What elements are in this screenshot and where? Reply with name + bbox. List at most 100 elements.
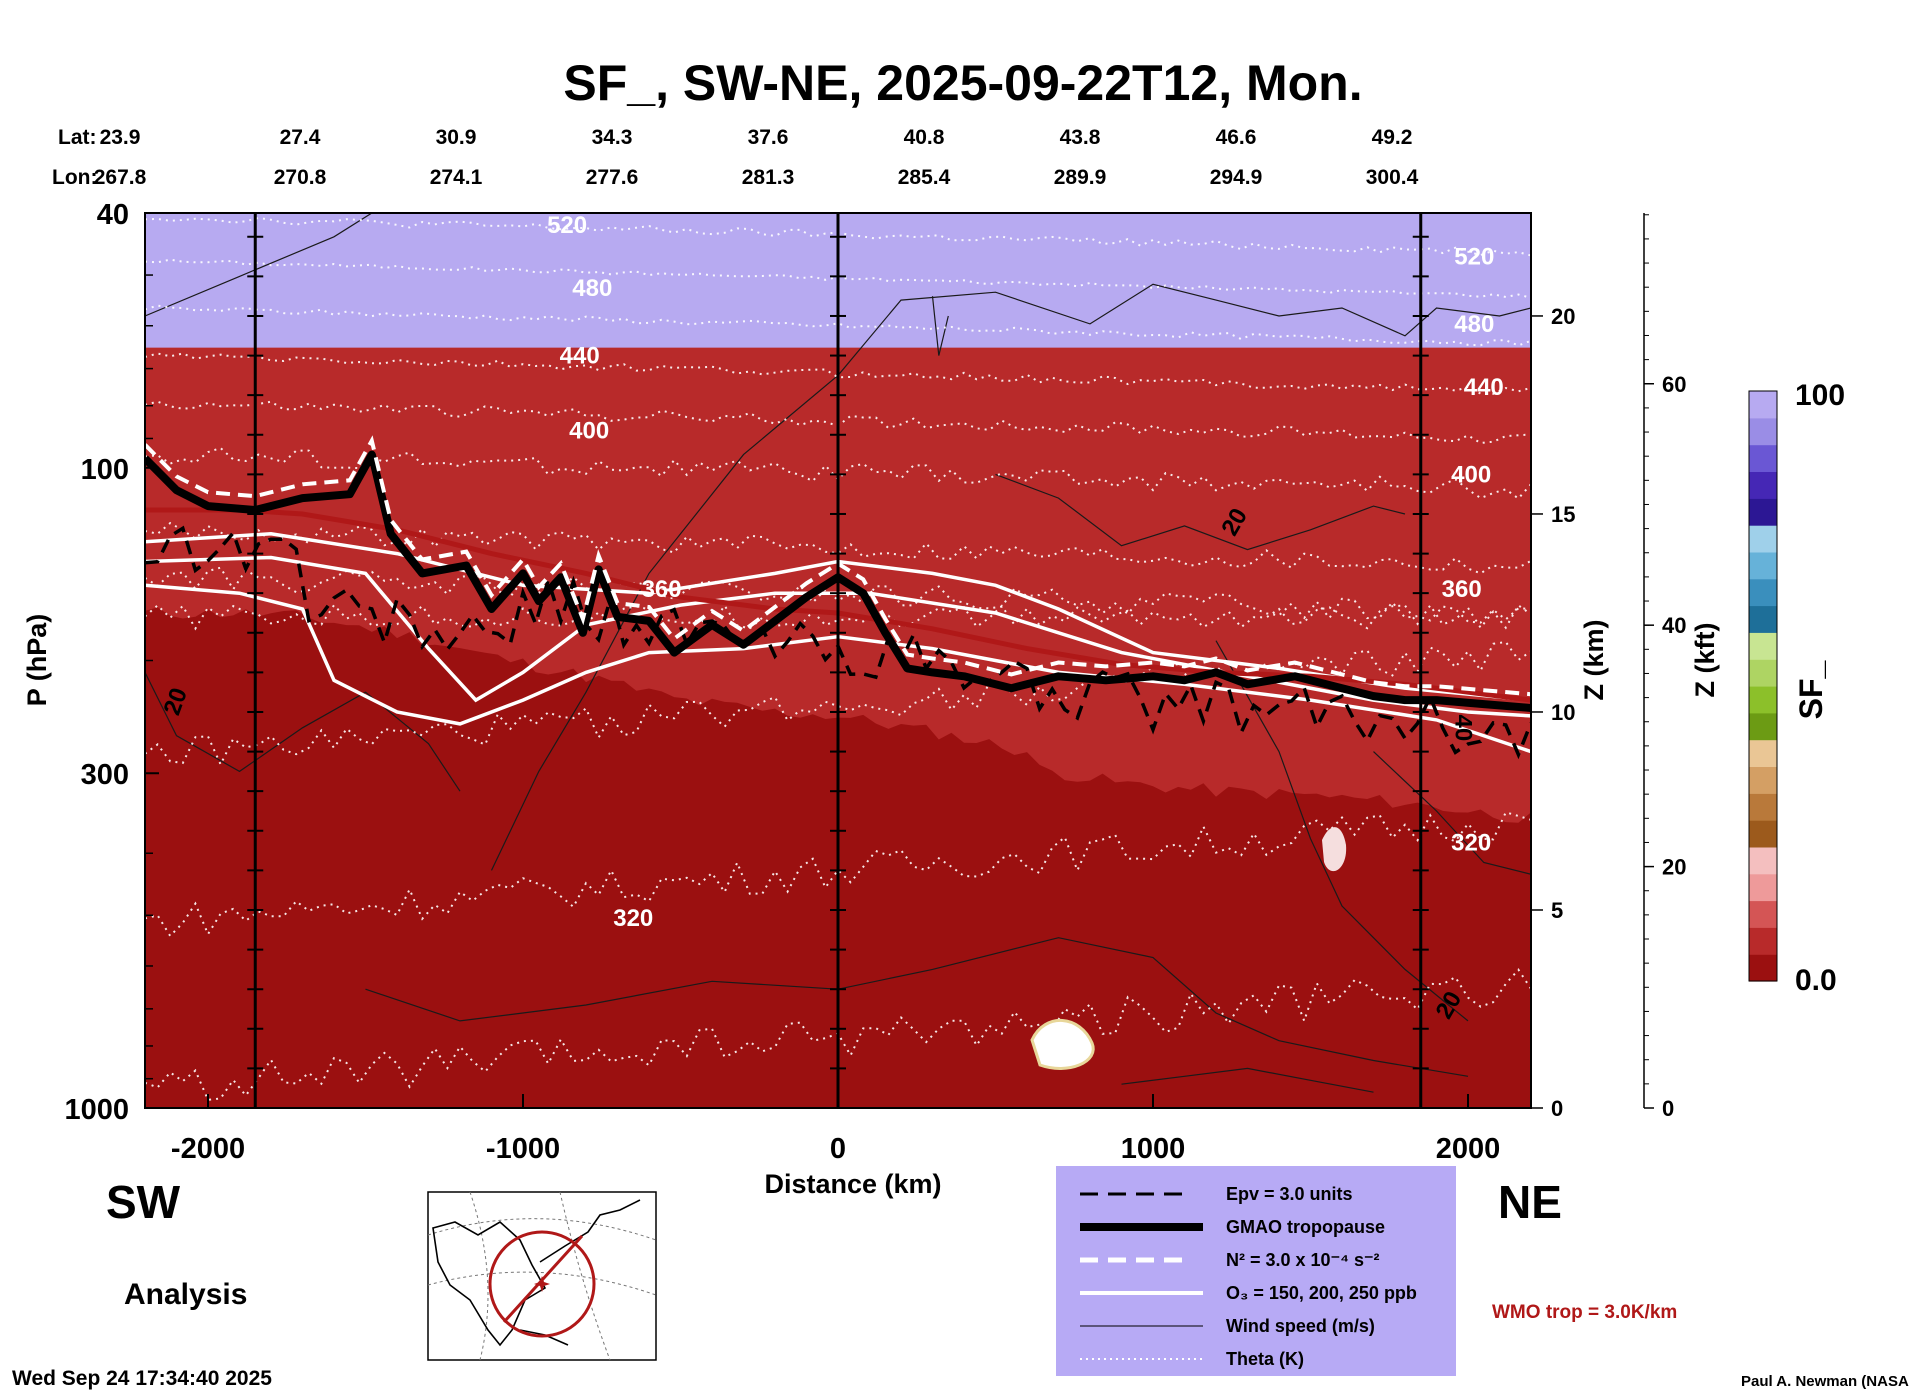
theta-line — [145, 446, 1531, 500]
theta-label: 440 — [1464, 374, 1504, 401]
colorbar-label: SF_ — [1793, 659, 1829, 719]
x-tick-label: -2000 — [171, 1133, 245, 1165]
theta-line — [145, 811, 1531, 938]
lon-value: 285.4 — [898, 166, 951, 189]
colorbar-swatch — [1749, 739, 1777, 767]
lat-value: 30.9 — [436, 126, 477, 149]
wmo-note: WMO trop = 3.0K/km — [1492, 1302, 1677, 1323]
x-tick-label: 2000 — [1436, 1133, 1501, 1165]
z-kft-tick-label: 20 — [1662, 855, 1686, 880]
lon-value: 274.1 — [430, 166, 483, 189]
theta-label: 520 — [1454, 243, 1494, 270]
y-axis-label: P (hPa) — [22, 614, 52, 707]
x-tick-label: -1000 — [486, 1133, 560, 1165]
theta-label: 440 — [560, 342, 600, 369]
surface-gap — [1322, 827, 1347, 872]
y-tick-label: 300 — [81, 759, 129, 791]
lat-value: 34.3 — [592, 126, 633, 149]
colorbar-frame — [1748, 390, 1778, 982]
colorbar-max: 100 — [1795, 379, 1845, 412]
colorbar-swatch — [1749, 900, 1777, 928]
inset-map — [427, 1191, 657, 1361]
colorbar-swatch — [1749, 444, 1777, 472]
colorbar-swatch — [1749, 525, 1777, 553]
chart-title: SF_, SW-NE, 2025-09-22T12, Mon. — [563, 55, 1362, 111]
colorbar-swatch — [1749, 846, 1777, 875]
theta-line — [145, 521, 1531, 575]
colorbar-swatch — [1749, 659, 1777, 687]
lon-value: 270.8 — [274, 166, 327, 189]
lon-value: 294.9 — [1210, 166, 1263, 189]
theta-label: 360 — [642, 576, 682, 603]
z-kft-label: Z (kft) — [1690, 623, 1720, 698]
theta-line — [145, 566, 1531, 624]
legend: Epv = 3.0 units GMAO tropopause N² = 3.0… — [1056, 1166, 1456, 1376]
theta-label: 320 — [613, 905, 653, 932]
z-km-label: Z (km) — [1579, 620, 1609, 701]
legend-theta: Theta (K) — [1226, 1349, 1304, 1369]
theta-label: 480 — [572, 275, 612, 302]
theta-label: 400 — [569, 418, 609, 445]
legend-ozone: O₃ = 150, 200, 250 ppb — [1226, 1283, 1417, 1303]
lat-value: 23.9 — [100, 126, 141, 149]
y-tick-label: 100 — [81, 454, 129, 486]
z-km-tick-label: 15 — [1551, 502, 1575, 527]
lon-value: 289.9 — [1054, 166, 1107, 189]
theta-label: 520 — [547, 212, 587, 239]
wind-line — [490, 283, 1531, 871]
legend-wind: Wind speed (m/s) — [1226, 1316, 1375, 1336]
credit: Paul A. Newman (NASA — [1741, 1373, 1909, 1390]
colorbar-swatch — [1749, 954, 1777, 982]
theta-line — [145, 603, 1531, 631]
lon-value: 267.8 — [94, 166, 147, 189]
x-axis: -2000 -1000 0 1000 2000 — [171, 1094, 1500, 1165]
colorbar-swatch — [1749, 605, 1777, 633]
z-kft-axis: 0 20 40 60 — [1643, 213, 1686, 1121]
sw-label: SW — [106, 1176, 181, 1228]
wind-line — [995, 473, 1406, 551]
lon-label: Lon: — [52, 166, 97, 189]
colorbar-swatch — [1749, 498, 1777, 526]
legend-epv: Epv = 3.0 units — [1226, 1184, 1353, 1204]
theta-label: 400 — [1451, 461, 1491, 488]
wind-line — [1373, 751, 1531, 875]
theta-label: 360 — [1442, 576, 1482, 603]
z-kft-tick-label: 40 — [1662, 613, 1686, 638]
wind-line — [365, 937, 1469, 1077]
legend-tropopause: GMAO tropopause — [1226, 1217, 1385, 1237]
z-kft-tick-label: 60 — [1662, 372, 1686, 397]
lon-value: 300.4 — [1366, 166, 1419, 189]
lat-value: 40.8 — [904, 126, 945, 149]
y-tick-label: 40 — [97, 199, 129, 231]
x-tick-label: 0 — [830, 1133, 846, 1165]
theta-label: 480 — [1454, 311, 1494, 338]
lat-lon-header: Lat: Lon: 23.9 267.8 27.4 270.8 30.9 274.1 34.… — [52, 126, 1419, 189]
colorbar-swatch — [1749, 417, 1777, 446]
colorbar-swatch — [1749, 471, 1777, 499]
x-axis-label: Distance (km) — [764, 1169, 941, 1199]
y-axis: 40 100 300 1000 — [64, 199, 159, 1126]
timestamp: Wed Sep 24 17:34:40 2025 — [12, 1367, 272, 1390]
ozone-contours — [145, 532, 1531, 754]
ozone-line — [145, 532, 1531, 702]
colorbar — [1748, 390, 1778, 982]
wind-line — [145, 213, 373, 317]
wind-label: 40 — [1449, 714, 1476, 741]
lon-value: 277.6 — [586, 166, 639, 189]
y-tick-label: 1000 — [64, 1094, 129, 1126]
z-km-tick-label: 0 — [1551, 1096, 1563, 1121]
lat-value: 43.8 — [1060, 126, 1101, 149]
z-km-tick-label: 20 — [1551, 304, 1575, 329]
lat-value: 27.4 — [280, 126, 321, 149]
colorbar-swatch — [1749, 632, 1777, 660]
z-km-axis: 0 5 10 15 20 — [1531, 304, 1575, 1121]
colorbar-swatch — [1749, 766, 1777, 794]
ozone-line — [145, 555, 1531, 718]
ne-label: NE — [1498, 1176, 1562, 1228]
colorbar-swatch — [1749, 712, 1777, 741]
lat-value: 46.6 — [1216, 126, 1257, 149]
wind-line — [1121, 1067, 1374, 1093]
wind-line — [931, 296, 949, 356]
colorbar-swatch — [1749, 686, 1777, 714]
